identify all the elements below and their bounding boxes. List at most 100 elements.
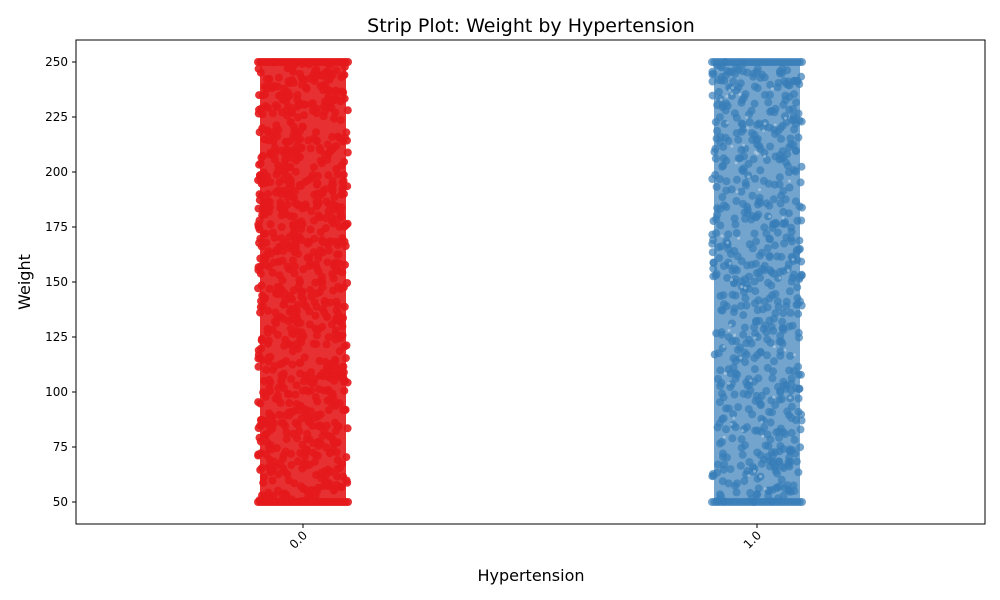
data-point-gap: [738, 92, 742, 96]
data-point: [287, 375, 296, 384]
data-point: [777, 475, 786, 484]
data-point: [343, 424, 352, 433]
data-point: [785, 453, 794, 462]
data-point: [765, 123, 774, 132]
data-point: [765, 294, 774, 303]
data-point-gap: [783, 348, 787, 352]
data-point: [285, 399, 294, 407]
data-point: [256, 437, 265, 446]
data-point: [334, 282, 343, 291]
data-point: [286, 118, 295, 127]
data-point: [314, 325, 323, 334]
data-point: [741, 275, 750, 284]
data-point-gap: [791, 258, 795, 261]
data-point: [314, 250, 323, 259]
data-point: [299, 111, 308, 120]
data-point: [307, 368, 316, 377]
data-point: [330, 114, 338, 123]
data-point: [708, 175, 717, 183]
data-point: [743, 261, 752, 270]
data-point: [722, 177, 731, 186]
data-point: [774, 427, 783, 436]
data-point: [257, 191, 266, 200]
data-point: [339, 373, 348, 381]
data-point: [784, 486, 793, 495]
data-point: [282, 145, 291, 154]
data-point: [261, 90, 269, 99]
data-point-gap: [793, 353, 796, 357]
data-point: [714, 243, 723, 252]
data-point-gap: [725, 121, 729, 125]
data-point: [291, 239, 300, 248]
data-point: [753, 306, 762, 314]
data-point: [287, 461, 296, 470]
data-point: [767, 322, 776, 331]
data-point: [764, 212, 772, 221]
data-point: [769, 269, 778, 278]
data-point-gap: [732, 416, 736, 420]
data-point: [306, 225, 315, 234]
data-point-gap: [737, 236, 741, 240]
data-point: [757, 391, 766, 400]
data-point: [299, 450, 308, 459]
data-point: [732, 229, 741, 237]
data-point: [334, 259, 343, 268]
data-point: [733, 479, 741, 488]
y-tick-label: 175: [45, 220, 68, 234]
data-point: [766, 142, 775, 151]
data-point: [730, 264, 739, 273]
data-point: [323, 140, 332, 149]
data-point: [331, 326, 340, 335]
data-point-gap: [728, 261, 732, 265]
data-point: [798, 58, 806, 66]
data-point: [277, 223, 286, 231]
data-point: [299, 484, 307, 493]
data-point: [254, 350, 263, 359]
y-tick-label: 50: [53, 495, 68, 509]
data-point: [273, 132, 282, 141]
data-point: [763, 156, 771, 164]
data-point: [712, 215, 721, 223]
data-point: [273, 330, 282, 339]
data-point: [787, 414, 796, 422]
data-point: [751, 287, 760, 296]
data-point: [796, 425, 805, 434]
data-point: [786, 308, 795, 317]
data-point: [789, 105, 797, 113]
data-point: [344, 58, 352, 66]
data-point-gap: [730, 278, 734, 282]
data-point: [755, 142, 764, 150]
data-point: [762, 199, 771, 208]
data-point: [792, 77, 801, 86]
data-point: [327, 399, 336, 408]
data-point-gap: [786, 269, 790, 273]
data-point: [753, 448, 762, 457]
data-point-gap: [755, 152, 759, 156]
data-point: [716, 366, 725, 375]
data-point: [312, 302, 321, 311]
data-point-gap: [778, 276, 782, 280]
data-point: [750, 229, 759, 238]
data-point: [756, 166, 765, 175]
data-point: [264, 339, 272, 348]
data-point: [798, 498, 806, 506]
data-point: [717, 76, 726, 85]
data-point: [288, 256, 297, 265]
data-point: [343, 279, 352, 287]
data-point: [726, 465, 735, 474]
data-point: [728, 319, 736, 328]
data-point: [726, 369, 735, 378]
data-point: [756, 73, 765, 82]
data-point: [766, 435, 775, 444]
data-point: [306, 100, 315, 109]
data-point: [263, 204, 272, 213]
data-point: [709, 69, 718, 78]
data-point: [309, 439, 317, 447]
data-point: [738, 67, 747, 76]
data-point: [716, 138, 725, 147]
data-point: [285, 232, 294, 241]
data-point: [266, 220, 275, 229]
data-point: [786, 234, 795, 243]
data-point: [254, 398, 263, 407]
